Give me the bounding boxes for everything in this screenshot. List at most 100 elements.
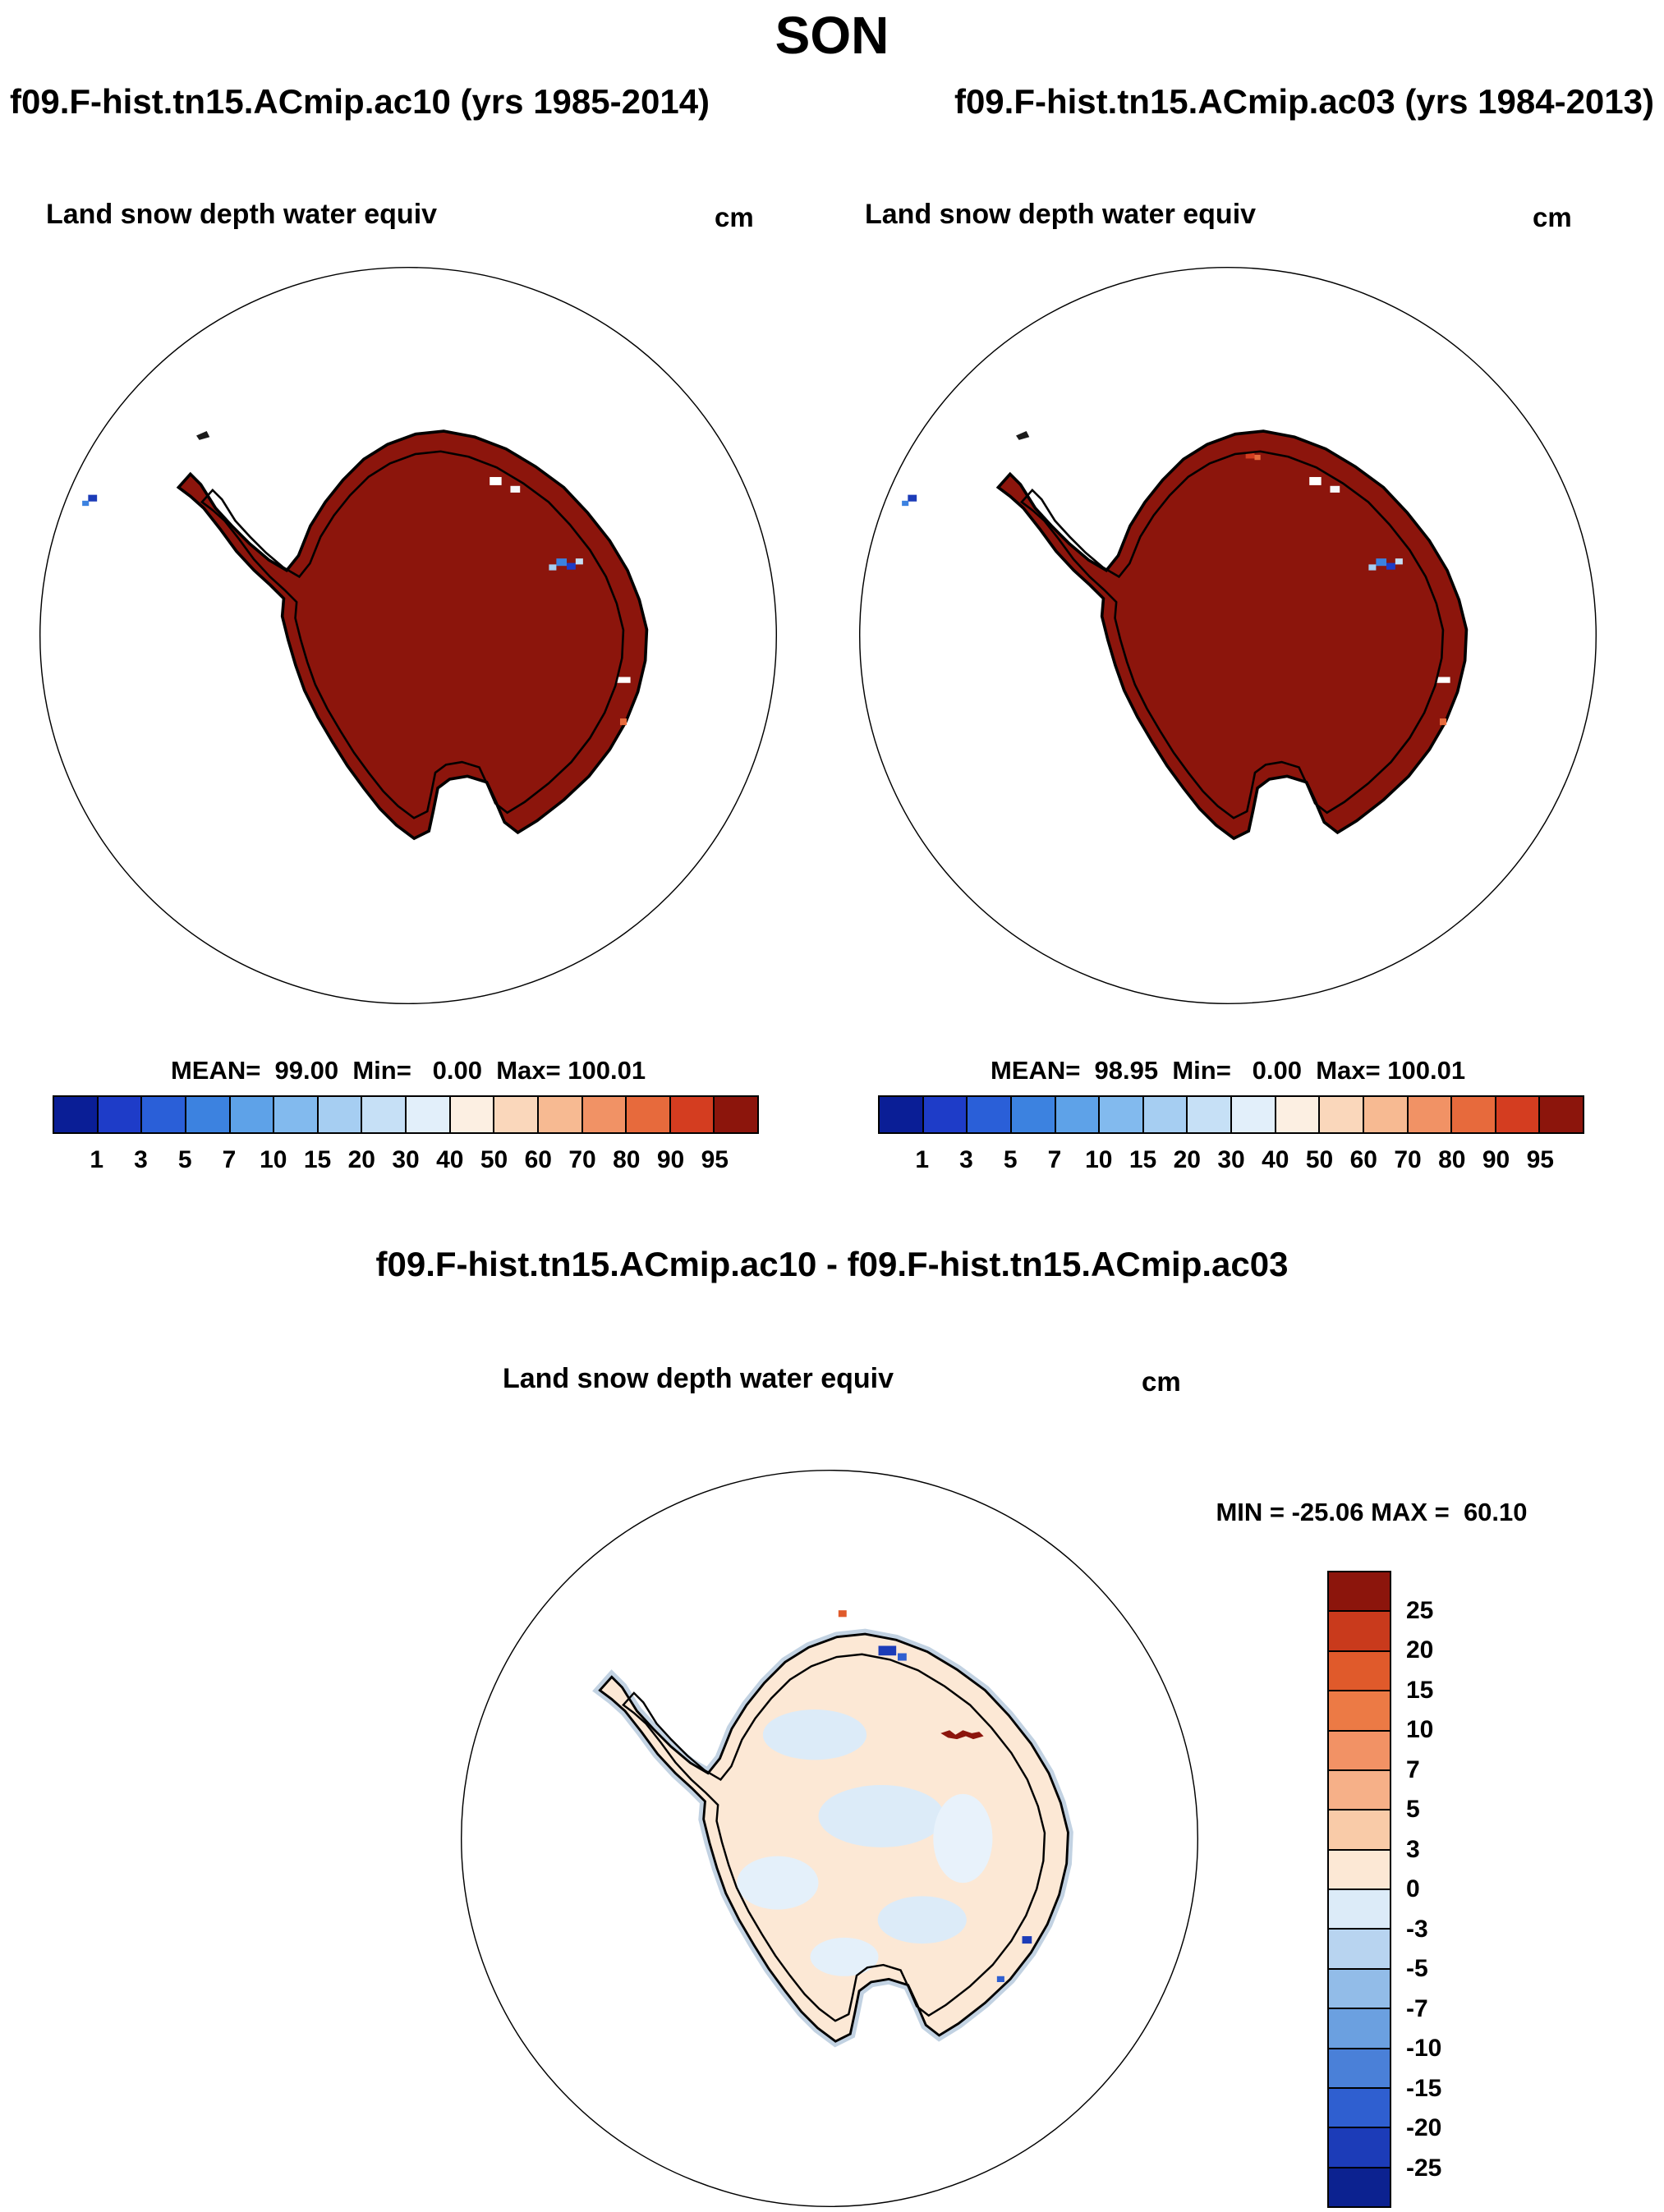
colorbar-cell xyxy=(1329,1848,1390,1888)
colorbar-tick-label: 80 xyxy=(613,1146,641,1173)
colorbar-cell xyxy=(1329,1729,1390,1769)
colorbar-tick-label: 90 xyxy=(656,1146,685,1173)
panel-left-title: Land snow depth water equiv xyxy=(46,199,438,230)
colorbar-cell xyxy=(54,1097,97,1132)
colorbar-tick-label: 1 xyxy=(90,1146,104,1173)
data-speckles-extra xyxy=(1245,452,1261,461)
colorbar-tick-label: 20 xyxy=(1406,1636,1434,1664)
diff-units: cm xyxy=(1142,1366,1181,1397)
season-title: SON xyxy=(775,6,889,65)
stats-left: MEAN= 99.00 Min= 0.00 Max= 100.01 xyxy=(170,1056,646,1085)
colorbar-tick-label: 5 xyxy=(177,1146,192,1173)
diff-field-title: Land snow depth water equiv xyxy=(502,1363,894,1394)
colorbar-cell xyxy=(140,1097,185,1132)
colorbar-cell xyxy=(581,1097,626,1132)
colorbar-cell xyxy=(1329,2086,1390,2127)
colorbar-tick-label: 70 xyxy=(568,1146,596,1173)
run-subtitles: f09.F-hist.tn15.ACmip.ac10 (yrs 1985-201… xyxy=(10,82,1654,122)
colorbar-left xyxy=(53,1095,759,1134)
colorbar-tick-label: 20 xyxy=(347,1146,375,1173)
colorbar-tick-label: 1 xyxy=(915,1146,930,1173)
colorbar-cell xyxy=(493,1097,537,1132)
colorbar-cell xyxy=(536,1097,581,1132)
colorbar-cell xyxy=(1329,2166,1390,2206)
colorbar-cell xyxy=(669,1097,714,1132)
colorbar-cell xyxy=(922,1097,967,1132)
panel-right-title: Land snow depth water equiv xyxy=(865,199,1257,230)
colorbar-tick-label: 10 xyxy=(1406,1716,1434,1743)
colorbar-tick-label: 10 xyxy=(1085,1146,1113,1173)
colorbar-cell xyxy=(1329,1809,1390,1849)
colorbar-cell xyxy=(1406,1097,1451,1132)
colorbar-tick-label: 5 xyxy=(1003,1146,1018,1173)
colorbar-tick-label: -25 xyxy=(1406,2154,1442,2182)
colorbar-cell xyxy=(1329,1572,1390,1611)
diff-anomaly-speckles xyxy=(838,1610,1032,1982)
colorbar-cell xyxy=(1329,1967,1390,2008)
colorbar-cell xyxy=(96,1097,141,1132)
colorbar-tick-label: -20 xyxy=(1406,2114,1442,2141)
colorbar-tick-label: 20 xyxy=(1173,1146,1201,1173)
colorbar-cell xyxy=(1329,2047,1390,2087)
colorbar-tick-label: 90 xyxy=(1482,1146,1510,1173)
colorbar-tick-label: 95 xyxy=(701,1146,729,1173)
colorbar-tick-label: 40 xyxy=(436,1146,464,1173)
diff-min-max: MIN = -25.06 MAX = 60.10 xyxy=(1216,1498,1528,1526)
colorbar-right xyxy=(878,1095,1584,1134)
colorbar-cell xyxy=(1329,1610,1390,1650)
panel-right-units: cm xyxy=(1533,202,1572,232)
colorbar-cell xyxy=(1538,1097,1583,1132)
colorbar-tick-label: 7 xyxy=(1406,1755,1420,1783)
colorbar-tick-label: 50 xyxy=(480,1146,508,1173)
colorbar-cell xyxy=(1362,1097,1407,1132)
colorbar-cell xyxy=(625,1097,669,1132)
colorbar-tick-label: 80 xyxy=(1438,1146,1466,1173)
colorbar-tick-label: 40 xyxy=(1262,1146,1289,1173)
colorbar-tick-label: 7 xyxy=(1047,1146,1062,1173)
colorbar-tick-label: 3 xyxy=(1406,1835,1420,1863)
colorbar-cell xyxy=(1142,1097,1187,1132)
colorbar-cell xyxy=(1450,1097,1495,1132)
map-right xyxy=(858,266,1597,1005)
diff-panel-title: f09.F-hist.tn15.ACmip.ac10 - f09.F-hist.… xyxy=(375,1245,1289,1283)
colorbar-tick-label: 60 xyxy=(524,1146,552,1173)
colorbar-cell xyxy=(1230,1097,1275,1132)
colorbar-tick-label: 7 xyxy=(222,1146,237,1173)
colorbar-cell xyxy=(273,1097,317,1132)
colorbar-cell xyxy=(1054,1097,1099,1132)
colorbar-tick-label: -3 xyxy=(1406,1915,1428,1943)
colorbar-cell xyxy=(1329,1650,1390,1691)
colorbar-tick-label: 30 xyxy=(392,1146,420,1173)
colorbar-cell xyxy=(1329,1769,1390,1810)
colorbar-tick-label: 50 xyxy=(1305,1146,1334,1173)
colorbar-left-ticks: 1 3 5 7 10 15 20 30 40 50 60 70 80 90 95 xyxy=(53,1146,759,1182)
colorbar-tick-label: 3 xyxy=(134,1146,148,1173)
colorbar-diff xyxy=(1327,1571,1391,2208)
colorbar-cell xyxy=(713,1097,757,1132)
colorbar-cell xyxy=(1186,1097,1230,1132)
colorbar-tick-label: 15 xyxy=(1406,1676,1434,1704)
stats-right: MEAN= 98.95 Min= 0.00 Max= 100.01 xyxy=(990,1056,1466,1085)
colorbar-tick-label: 30 xyxy=(1217,1146,1245,1173)
colorbar-cell xyxy=(316,1097,361,1132)
colorbar-cell xyxy=(228,1097,274,1132)
colorbar-tick-label: 5 xyxy=(1406,1796,1420,1823)
map-diff xyxy=(460,1469,1199,2208)
colorbar-tick-label: -15 xyxy=(1406,2074,1442,2102)
map-left xyxy=(39,266,778,1005)
colorbar-tick-label: 15 xyxy=(1128,1146,1157,1173)
colorbar-tick-label: -5 xyxy=(1406,1955,1428,1982)
colorbar-cell xyxy=(966,1097,1010,1132)
colorbar-right-ticks: 1 3 5 7 10 15 20 30 40 50 60 70 80 90 95 xyxy=(878,1146,1584,1182)
colorbar-cell xyxy=(880,1097,922,1132)
colorbar-cell xyxy=(1098,1097,1142,1132)
colorbar-cell xyxy=(1329,1928,1390,1968)
colorbar-cell xyxy=(361,1097,405,1132)
colorbar-cell xyxy=(1329,2008,1390,2048)
colorbar-cell xyxy=(1494,1097,1539,1132)
colorbar-cell xyxy=(184,1097,229,1132)
colorbar-tick-label: 15 xyxy=(303,1146,332,1173)
colorbar-cell xyxy=(448,1097,494,1132)
run-label-left: f09.F-hist.tn15.ACmip.ac10 (yrs 1985-201… xyxy=(10,82,710,121)
diff-mottling xyxy=(737,1709,993,1976)
